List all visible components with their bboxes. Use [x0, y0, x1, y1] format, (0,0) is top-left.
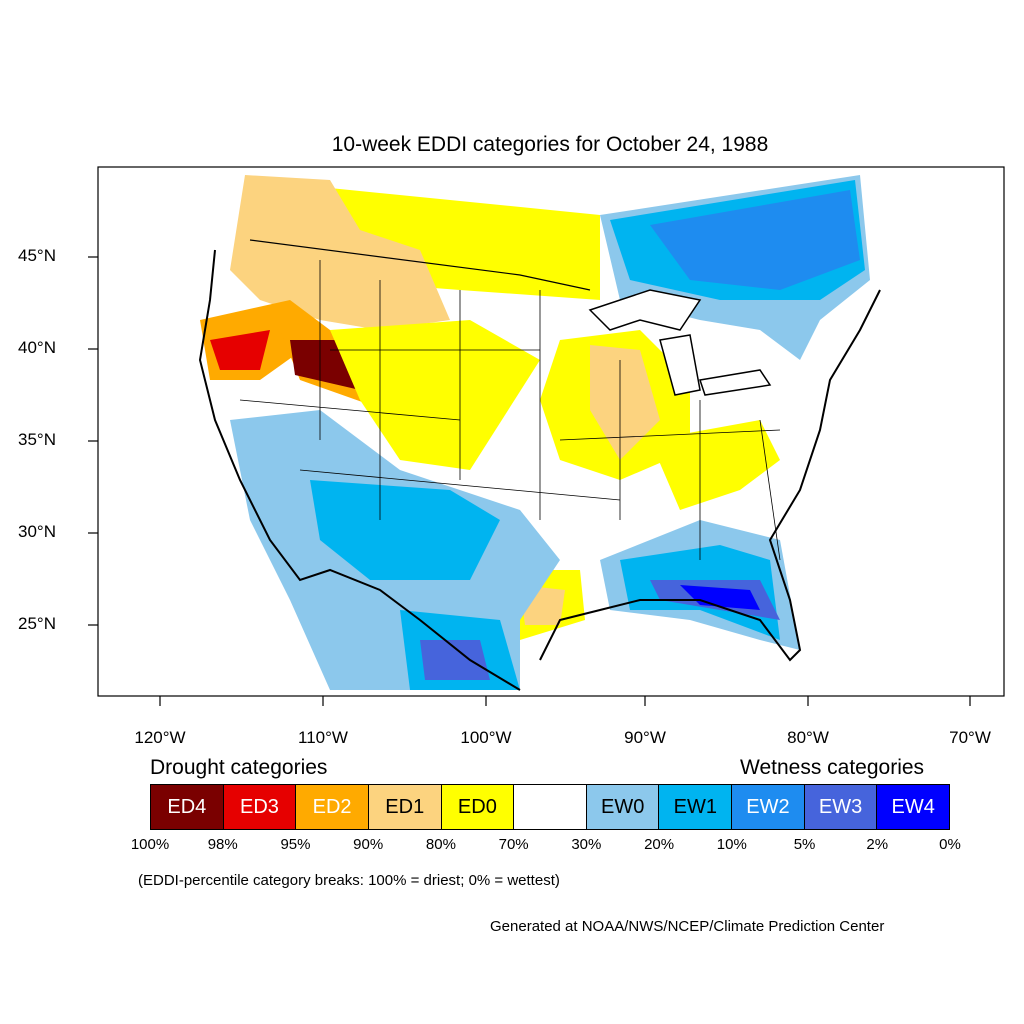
- x-tick-label: 90°W: [624, 728, 666, 747]
- legend-swatch: EW1: [659, 785, 733, 829]
- y-tick-label: 30°N: [18, 522, 56, 541]
- break-label: 20%: [644, 836, 675, 853]
- break-label: 0%: [939, 836, 961, 853]
- legend-swatch: ED2: [296, 785, 369, 829]
- legend-swatch: [514, 785, 587, 829]
- coastline: [198, 249, 881, 691]
- break-label: 90%: [353, 836, 384, 853]
- x-tick-label: 70°W: [949, 728, 991, 747]
- legend-swatch: ED0: [441, 785, 515, 829]
- map-frame: [97, 166, 1005, 697]
- region-ew4-se: [680, 585, 760, 610]
- region-ed0-ohio: [650, 420, 780, 510]
- legend-swatch: EW0: [586, 785, 660, 829]
- legend-swatch: EW4: [877, 785, 950, 829]
- region-ew1-sw: [310, 480, 500, 580]
- breaks-note: (EDDI-percentile category breaks: 100% =…: [138, 872, 560, 889]
- axis-ticks: [88, 256, 971, 706]
- break-label: 30%: [571, 836, 602, 853]
- y-tick-label: 35°N: [18, 430, 56, 449]
- break-label: 98%: [207, 836, 238, 853]
- y-tick-label: 40°N: [18, 338, 56, 357]
- x-tick-label: 110°W: [298, 728, 348, 747]
- legend-swatch: ED1: [368, 785, 442, 829]
- legend-swatch: EW3: [804, 785, 878, 829]
- break-label: 10%: [716, 836, 747, 853]
- break-label: 70%: [498, 836, 529, 853]
- legend-swatch: EW2: [732, 785, 805, 829]
- y-tick-label: 45°N: [18, 246, 56, 265]
- region-ew3-mx: [420, 640, 490, 680]
- break-label: 80%: [425, 836, 456, 853]
- break-label: 5%: [793, 836, 816, 853]
- region-ed0-plains: [330, 320, 540, 470]
- break-label: 100%: [130, 836, 170, 853]
- region-ed1-midwest: [590, 345, 660, 460]
- y-tick-label: 25°N: [18, 614, 56, 633]
- wetness-heading: Wetness categories: [740, 756, 925, 779]
- us-canada-border: [249, 239, 591, 291]
- x-tick-label: 100°W: [460, 728, 512, 747]
- region-ew2-ne: [650, 190, 860, 290]
- legend-swatch: ED3: [223, 785, 297, 829]
- category-legend: ED4 ED3 ED2 ED1 ED0 EW0 EW1 EW2 EW3 EW4: [150, 784, 950, 830]
- region-ed3-nw: [210, 330, 270, 370]
- region-ed1-nw: [230, 175, 450, 330]
- credit-line: Generated at NOAA/NWS/NCEP/Climate Predi…: [490, 918, 885, 935]
- break-label: 95%: [280, 836, 311, 853]
- state-lines: [239, 260, 781, 561]
- x-tick-label: 120°W: [134, 728, 186, 747]
- break-label: 2%: [866, 836, 889, 853]
- map-title: 10-week EDDI categories for October 24, …: [331, 133, 769, 156]
- x-tick-label: 80°W: [787, 728, 829, 747]
- legend-swatch: ED4: [151, 785, 224, 829]
- great-lakes: [588, 289, 702, 331]
- drought-heading: Drought categories: [150, 756, 328, 779]
